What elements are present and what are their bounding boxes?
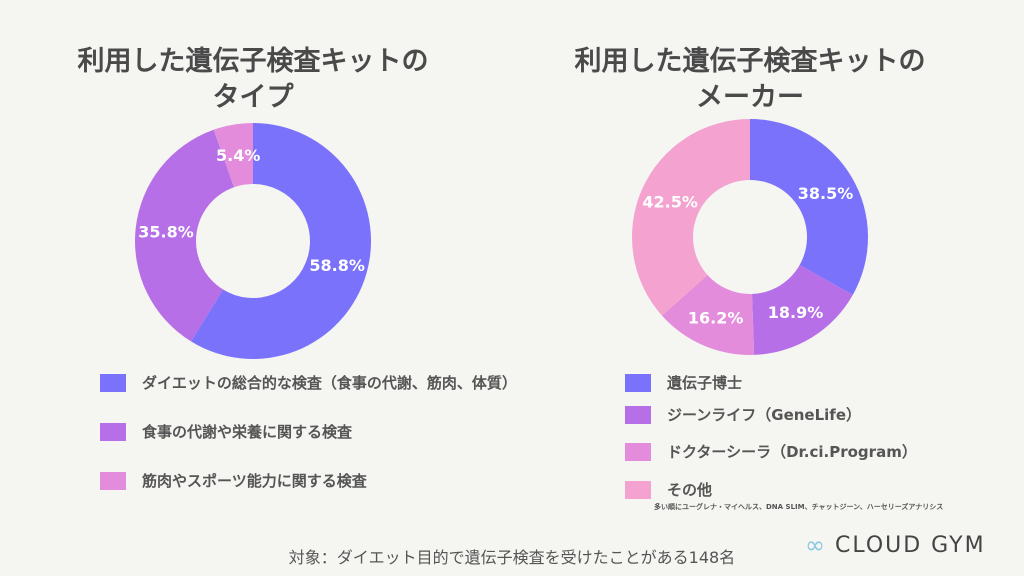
title-line: タイプ bbox=[212, 82, 294, 113]
donut-slice bbox=[134, 129, 235, 342]
data-label: 42.5% bbox=[642, 192, 698, 211]
legend-label: ダイエットの総合的な検査（食事の代謝、筋肉、体質） bbox=[142, 374, 517, 392]
legend-label: 遺伝子博士 bbox=[667, 374, 743, 392]
legend-swatch bbox=[100, 373, 126, 392]
legend-label: 筋肉やスポーツ能力に関する検査 bbox=[142, 472, 367, 490]
data-label: 18.9% bbox=[768, 303, 824, 322]
infinity-cloud-icon: ∞ bbox=[805, 531, 827, 559]
legend-item: ジーンライフ（GeneLife） bbox=[625, 404, 861, 425]
title-line: 利用した遺伝子検査キットの bbox=[77, 46, 429, 77]
data-label: 38.5% bbox=[798, 184, 854, 203]
legend-item: その他 bbox=[625, 479, 712, 500]
donut-slice bbox=[662, 274, 755, 355]
donut-slice bbox=[213, 123, 253, 188]
donut-slice bbox=[191, 123, 371, 359]
legend-item: ダイエットの総合的な検査（食事の代謝、筋肉、体質） bbox=[100, 372, 517, 393]
logo: ∞ CLOUD GYM bbox=[805, 531, 986, 559]
donut-slice bbox=[631, 119, 750, 316]
legend-swatch bbox=[625, 405, 651, 424]
legend-swatch bbox=[100, 422, 126, 441]
legend-item: 筋肉やスポーツ能力に関する検査 bbox=[100, 470, 367, 491]
data-label: 58.8% bbox=[309, 256, 365, 275]
donut-slice bbox=[752, 264, 853, 355]
footer-target-text: 対象：ダイエット目的で遺伝子検査を受けたことがある148名 bbox=[288, 548, 736, 567]
legend-swatch bbox=[625, 480, 651, 499]
chart-title-right: 利用した遺伝子検査キットの メーカー bbox=[530, 44, 970, 116]
title-line: メーカー bbox=[696, 82, 804, 113]
data-label: 35.8% bbox=[138, 223, 194, 242]
legend-label: ジーンライフ（GeneLife） bbox=[667, 406, 861, 424]
title-line: 利用した遺伝子検査キットの bbox=[574, 46, 926, 77]
logo-text: CLOUD GYM bbox=[835, 532, 986, 558]
donut-slice bbox=[750, 119, 869, 295]
legend-label: ドクターシーラ（Dr.ci.Program） bbox=[667, 443, 917, 461]
legend-item: 遺伝子博士 bbox=[625, 372, 742, 393]
legend-swatch bbox=[100, 471, 126, 490]
legend-item: ドクターシーラ（Dr.ci.Program） bbox=[625, 441, 917, 462]
chart-title-left: 利用した遺伝子検査キットの タイプ bbox=[33, 44, 473, 116]
data-label: 5.4% bbox=[216, 146, 260, 165]
data-label: 16.2% bbox=[688, 308, 744, 327]
legend-swatch bbox=[625, 373, 651, 392]
legend-swatch bbox=[625, 442, 651, 461]
legend-label: 食事の代謝や栄養に関する検査 bbox=[142, 423, 353, 441]
legend-label: その他 bbox=[667, 481, 713, 499]
legend-item: 食事の代謝や栄養に関する検査 bbox=[100, 421, 352, 442]
other-note: 多い順にユーグレナ・マイヘルス、DNA SLIM、チャットジーン、ハーセリーズア… bbox=[654, 503, 944, 511]
